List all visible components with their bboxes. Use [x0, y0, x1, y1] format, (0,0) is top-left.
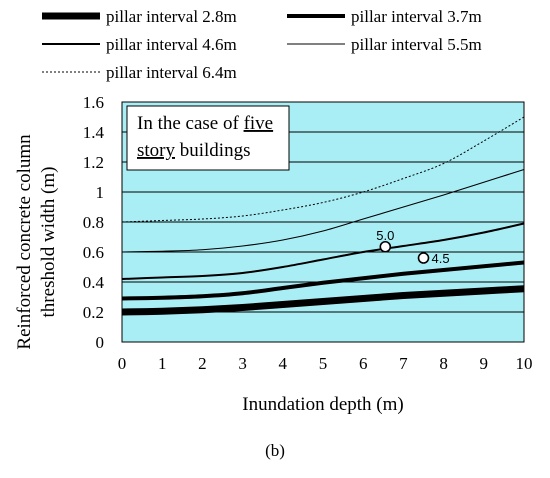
legend: pillar interval 2.8m pillar interval 3.7m… [42, 7, 482, 82]
y-tick-label: 0.8 [83, 213, 104, 232]
x-tick-label: 1 [158, 354, 167, 373]
annotation-marker [417, 252, 430, 264]
x-tick-label: 8 [439, 354, 448, 373]
series-line-4 [121, 168, 525, 253]
annotation-label: 5.0 [376, 228, 394, 243]
annotation-marker [379, 240, 392, 253]
y-axis-title-line-1: Reinforced concrete column [14, 134, 35, 350]
x-tick-label: 3 [238, 354, 247, 373]
x-tick-label: 7 [399, 354, 408, 373]
y-tick-labels: 0 0.2 0.4 0.6 0.8 1 1.2 1.4 1.6 [83, 93, 105, 352]
x-tick-label: 6 [359, 354, 368, 373]
series-line-2 [121, 260, 525, 301]
x-tick-label: 0 [118, 354, 127, 373]
x-tick-label: 4 [279, 354, 288, 373]
x-tick-label: 9 [480, 354, 489, 373]
series-line-5 [121, 116, 525, 223]
y-tick-label: 1.6 [83, 93, 104, 112]
legend-label: pillar interval 3.7m [351, 7, 482, 26]
series-lines [121, 116, 525, 316]
chart-note-line-2: story buildings [137, 140, 250, 161]
chart-note-line-1: In the case of five [137, 113, 273, 134]
series-line-3 [121, 222, 525, 280]
note-suffix: buildings [175, 140, 250, 161]
x-axis-title: Inundation depth (m) [242, 394, 403, 415]
note-underlined-word-1: five [244, 113, 274, 134]
legend-label: pillar interval 2.8m [106, 7, 237, 26]
y-tick-label: 0.2 [83, 303, 104, 322]
plot-border [121, 101, 525, 343]
y-tick-label: 1.2 [83, 153, 104, 172]
y-axis-title-line-2: threshold width (m) [38, 167, 59, 318]
note-underlined-word-2: story [137, 140, 176, 161]
legend-label: pillar interval 5.5m [351, 35, 482, 54]
note-prefix: In the case of [137, 113, 244, 134]
x-tick-label: 2 [198, 354, 207, 373]
y-tick-label: 0.6 [83, 243, 104, 262]
legend-label: pillar interval 6.4m [106, 63, 237, 82]
annotation-markers: 5.0 4.5 [376, 228, 449, 266]
y-tick-label: 1 [96, 183, 105, 202]
annotation-label: 4.5 [432, 251, 450, 266]
x-tick-labels: 0 1 2 3 4 5 6 7 8 9 10 [118, 354, 533, 373]
y-tick-label: 0.4 [83, 273, 105, 292]
chart-note-box: In the case of five story buildings [126, 105, 290, 171]
x-tick-label: 10 [516, 354, 533, 373]
y-tick-label: 0 [96, 333, 105, 352]
legend-label: pillar interval 4.6m [106, 35, 237, 54]
series-line-1 [121, 285, 525, 316]
y-tick-label: 1.4 [83, 123, 105, 142]
x-tick-label: 5 [319, 354, 328, 373]
figure-caption: (b) [265, 441, 285, 460]
